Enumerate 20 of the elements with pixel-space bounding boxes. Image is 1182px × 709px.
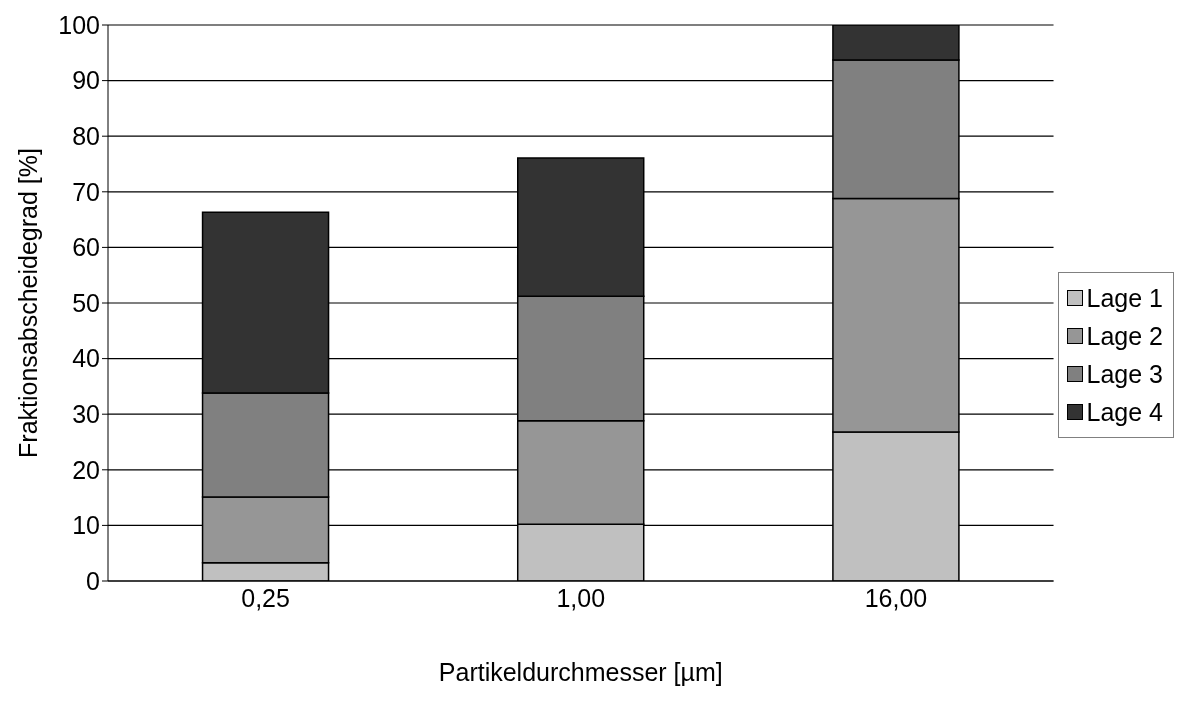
y-tick-label: 80: [72, 122, 100, 151]
legend-label: Lage 4: [1086, 396, 1163, 428]
y-tick-label: 20: [72, 455, 100, 484]
x-tick-label: 16,00: [864, 583, 928, 612]
y-tick-label: 40: [72, 344, 100, 373]
y-axis-title: Fraktionsabscheidegrad [%]: [13, 148, 42, 458]
legend-label: Lage 3: [1086, 358, 1163, 390]
legend-label: Lage 1: [1086, 282, 1163, 314]
y-tick-label: 100: [58, 10, 100, 39]
y-tick-label: 10: [72, 511, 100, 540]
y-tick-label: 0: [86, 566, 100, 595]
legend-label: Lage 2: [1086, 320, 1163, 352]
x-tick-label: 1,00: [556, 583, 606, 612]
y-tick-label: 30: [72, 400, 100, 429]
y-tick-label: 70: [72, 177, 100, 206]
y-tick-label: 90: [72, 66, 100, 95]
y-tick-label: 50: [72, 288, 100, 317]
x-tick-label: 0,25: [241, 583, 290, 612]
y-tick-label: 60: [72, 233, 100, 262]
x-axis-title: Partikeldurchmesser [µm]: [438, 658, 723, 686]
